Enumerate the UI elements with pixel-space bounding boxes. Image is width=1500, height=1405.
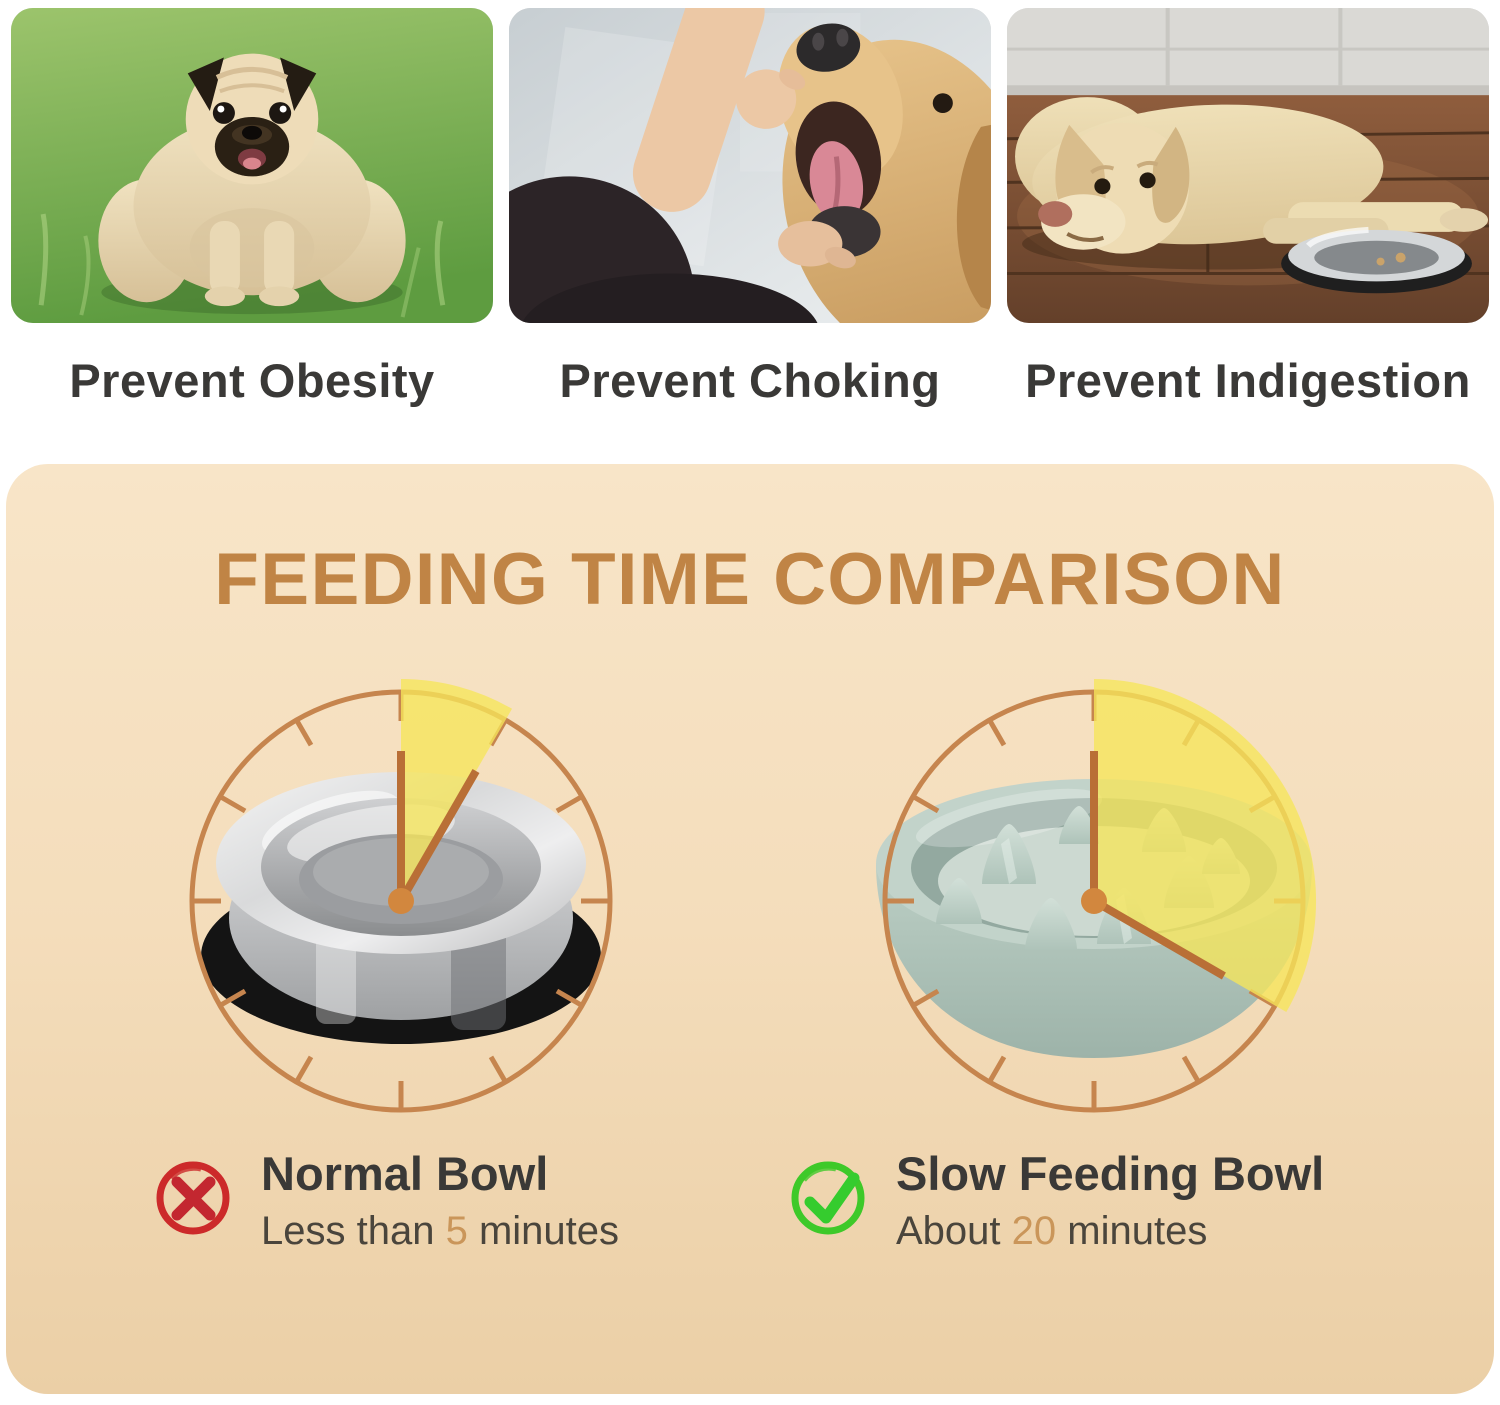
slow-bowl-heading: Slow Feeding Bowl	[896, 1147, 1325, 1201]
normal-bowl-label-group: Normal Bowl Less than 5 minutes	[151, 1148, 786, 1254]
slow-bowl-time: About 20 minutes	[896, 1208, 1208, 1253]
benefit-caption: Prevent Obesity	[69, 354, 435, 407]
steel-bowl	[201, 772, 601, 1045]
normal-bowl-heading: Normal Bowl	[261, 1147, 549, 1201]
normal-bowl-clock	[189, 679, 613, 1113]
benefit-card-indigestion: Prevent Indigestion	[1007, 8, 1489, 407]
benefit-caption: Prevent Choking	[559, 354, 941, 407]
checking-dog-mouth-photo	[509, 8, 991, 323]
normal-bowl-time: Less than 5 minutes	[261, 1208, 619, 1253]
slow-bowl-label-group: Slow Feeding Bowl About 20 minutes	[786, 1148, 1324, 1254]
clock-hands	[397, 751, 480, 904]
benefit-caption: Prevent Indigestion	[1025, 354, 1471, 407]
check-mark-icon	[791, 1161, 865, 1235]
slow-bowl-text: Slow Feeding Bowl About 20 minutes	[896, 1148, 1324, 1254]
pug-on-grass-illustration	[11, 8, 493, 323]
feeding-time-comparison-panel: FEEDING TIME COMPARISON	[6, 463, 1494, 1394]
clock-hands	[1090, 751, 1226, 980]
clock-ticks	[192, 692, 610, 1111]
slow-bowl-minutes-value: 20	[1011, 1208, 1057, 1253]
clock-center-dot	[388, 888, 414, 915]
dog-lying-beside-bowl-photo	[1007, 8, 1489, 323]
clocks-row	[6, 666, 1494, 1136]
sad-dog-floor-illustration	[1007, 8, 1489, 323]
benefit-card-obesity: Prevent Obesity	[11, 8, 493, 407]
normal-bowl-minutes-value: 5	[445, 1208, 468, 1253]
labels-row: Normal Bowl Less than 5 minutes Slow Fee…	[6, 1148, 1494, 1254]
benefit-card-choking: Prevent Choking	[509, 8, 991, 407]
panel-title: FEEDING TIME COMPARISON	[214, 538, 1286, 620]
steel-bowl-small	[1281, 226, 1472, 294]
normal-bowl-text: Normal Bowl Less than 5 minutes	[261, 1148, 619, 1254]
dog-mouth-check-illustration	[509, 8, 991, 323]
x-mark-icon	[156, 1161, 230, 1235]
obese-pug-photo	[11, 8, 493, 323]
benefits-row: Prevent Obesity	[0, 0, 1500, 407]
slow-feeding-bowl-clock	[876, 679, 1317, 1113]
clock-center-dot	[1081, 888, 1107, 915]
